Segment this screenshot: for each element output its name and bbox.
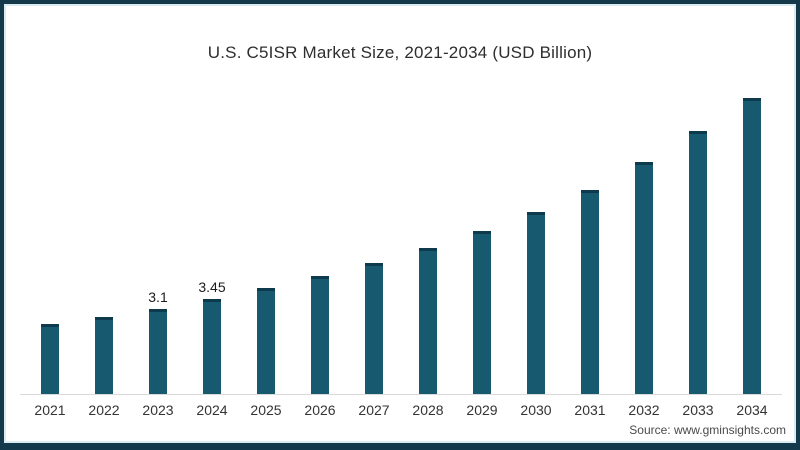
bar-group: [509, 55, 563, 395]
bar: [689, 131, 707, 395]
x-axis-label: 2024: [196, 402, 228, 418]
bar-group: [725, 55, 779, 395]
bar: [473, 231, 491, 395]
x-axis-label: 2029: [466, 402, 498, 418]
source-note: Source: www.gminsights.com: [629, 423, 786, 437]
x-axis-label: 2025: [250, 402, 282, 418]
x-axis-label: 2030: [520, 402, 552, 418]
bar-group: [293, 55, 347, 395]
x-axis-label: 2034: [736, 402, 768, 418]
x-axis-label: 2032: [628, 402, 660, 418]
bar-group: 3.1: [131, 55, 185, 395]
plot-area: 3.1 3.45: [23, 55, 779, 395]
bar: [41, 324, 59, 395]
x-axis-label: 2033: [682, 402, 714, 418]
bar-group: [563, 55, 617, 395]
bar-group: [617, 55, 671, 395]
x-axis-label: 2021: [34, 402, 66, 418]
bar-group: [239, 55, 293, 395]
bar-group: 3.45: [185, 55, 239, 395]
bar-group: [23, 55, 77, 395]
bar: [257, 288, 275, 395]
bar-group: [347, 55, 401, 395]
bar: [419, 248, 437, 395]
bar-value-label: 3.1: [148, 289, 168, 305]
bar: [635, 162, 653, 395]
bar-group: [455, 55, 509, 395]
bar: [95, 317, 113, 395]
bar: [365, 263, 383, 395]
bar: [581, 190, 599, 395]
x-axis-label: 2022: [88, 402, 120, 418]
x-axis-label: 2031: [574, 402, 606, 418]
bar: [743, 98, 761, 395]
bar: [203, 299, 221, 395]
x-axis-label: 2027: [358, 402, 390, 418]
x-axis-label: 2028: [412, 402, 444, 418]
bar: [311, 276, 329, 395]
bar-group: [77, 55, 131, 395]
bar-group: [671, 55, 725, 395]
x-axis-line: [20, 394, 782, 395]
x-axis-label: 2023: [142, 402, 174, 418]
bar: [527, 212, 545, 395]
bar-value-label: 3.45: [198, 279, 226, 295]
chart-title: U.S. C5ISR Market Size, 2021-2034 (USD B…: [207, 43, 593, 62]
x-axis-labels-row: 2021 2022 2023 2024 2025 2026 2027 2028 2029 2030…: [23, 402, 779, 418]
bar: [149, 309, 167, 395]
x-axis-label: 2026: [304, 402, 336, 418]
bar-group: [401, 55, 455, 395]
